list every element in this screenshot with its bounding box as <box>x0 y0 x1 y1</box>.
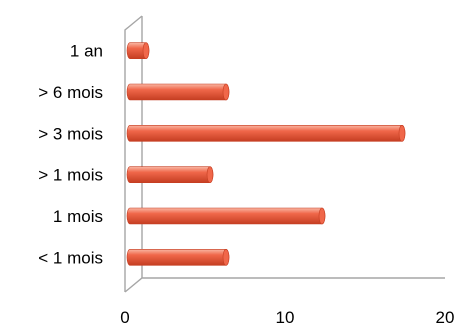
category-label: > 1 mois <box>38 166 103 185</box>
bar <box>126 125 406 142</box>
bar <box>126 42 150 59</box>
x-tick-label: 20 <box>436 308 455 327</box>
bar <box>126 166 214 183</box>
x-tick-labels: 0 10 20 <box>120 308 454 327</box>
category-label: 1 an <box>70 42 103 61</box>
x-tick-label: 0 <box>120 308 129 327</box>
bar <box>126 207 326 225</box>
back-wall-edge <box>124 15 143 292</box>
bar <box>126 83 230 101</box>
x-axis-line <box>124 277 445 293</box>
bar-series <box>126 42 406 266</box>
x-tick-label: 10 <box>276 308 295 327</box>
bar <box>126 249 230 266</box>
category-label: > 6 mois <box>38 83 103 102</box>
category-label: > 3 mois <box>38 124 103 143</box>
category-label: < 1 mois <box>38 248 103 267</box>
category-label: 1 mois <box>53 207 103 226</box>
category-labels: < 1 mois 1 mois > 1 mois > 3 mois > 6 mois 1 … <box>38 42 103 268</box>
chart-axes <box>124 15 445 293</box>
